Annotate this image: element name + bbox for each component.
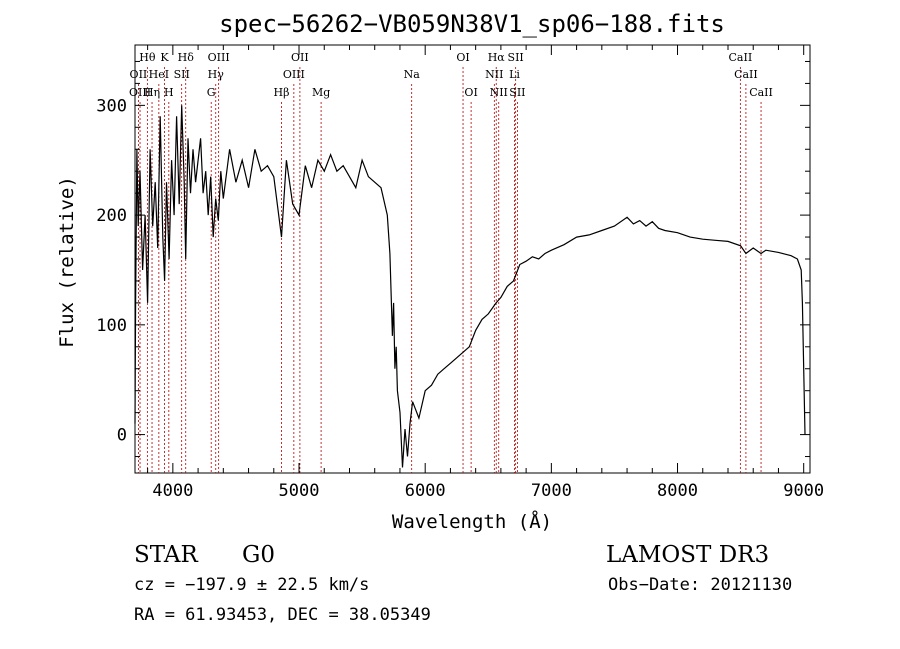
x-tick-label: 4000: [152, 481, 193, 501]
spectral-line-label: SII: [174, 68, 190, 81]
y-tick-label: 0: [117, 426, 127, 446]
spectral-line-label: Hγ: [208, 68, 225, 81]
spectral-line-label: OII: [130, 68, 148, 81]
spectral-line-markers: [138, 67, 762, 473]
object-class: STAR: [134, 542, 198, 568]
x-tick-label: 8000: [657, 481, 698, 501]
redshift-velocity: cz = −197.9 ± 22.5 km/s: [134, 575, 369, 595]
y-axis-label: Flux (relative): [56, 176, 78, 348]
spectral-line-label: CaII: [729, 51, 753, 64]
plot-frame: [134, 44, 811, 474]
spectral-line-label: Hθ: [139, 51, 156, 64]
spectral-line-label: Hδ: [178, 51, 195, 64]
y-axis-ticks: 0 100 200 300: [96, 60, 810, 458]
spectral-line-label: OIII: [129, 86, 151, 99]
spectral-line-label: NII: [485, 68, 503, 81]
y-tick-label: 300: [96, 96, 127, 116]
x-tick-label: 7000: [531, 481, 572, 501]
spectral-line-label: CaII: [749, 86, 773, 99]
spectral-line-label: Mg: [312, 86, 330, 99]
coordinates: RA = 61.93453, DEC = 38.05349: [134, 605, 431, 625]
x-tick-label: 9000: [783, 481, 824, 501]
spectral-line-label: K: [160, 51, 169, 64]
x-axis-ticks: 4000 5000 6000 7000 8000 9000: [147, 45, 824, 501]
spectral-line-label: SII: [508, 51, 524, 64]
spectral-line-label: OI: [456, 51, 469, 64]
spectral-line-label: SII: [509, 86, 525, 99]
spectral-line-label: OI: [464, 86, 477, 99]
object-subclass: G0: [242, 542, 275, 568]
spectral-line-label: HeI: [149, 68, 169, 81]
x-axis-label: Wavelength (Å): [392, 510, 552, 533]
spectral-line-label: OIII: [283, 68, 305, 81]
survey-name: LAMOST DR3: [606, 542, 769, 568]
spectral-line-label: CaII: [734, 68, 758, 81]
spectrum-line: [134, 105, 806, 468]
spectral-line-label: Na: [404, 68, 421, 81]
spectral-line-label: Hβ: [274, 86, 290, 99]
observation-date: Obs−Date: 20121130: [608, 575, 792, 595]
x-tick-label: 5000: [279, 481, 320, 501]
spectral-line-label: OII: [291, 51, 309, 64]
spectral-line-label: H: [164, 86, 174, 99]
spectral-line-label: OIII: [208, 51, 230, 64]
x-tick-label: 6000: [405, 481, 446, 501]
spectral-line-label: Li: [509, 68, 520, 81]
y-tick-label: 200: [96, 206, 127, 226]
chart-title: spec−56262−VB059N38V1_sp06−188.fits: [219, 10, 725, 38]
spectral-line-label: Hα: [488, 51, 506, 64]
spectral-line-label: Hη: [144, 86, 160, 99]
spectral-line-label: NII: [490, 86, 508, 99]
y-tick-label: 100: [96, 316, 127, 336]
spectral-line-label: G: [207, 86, 216, 99]
